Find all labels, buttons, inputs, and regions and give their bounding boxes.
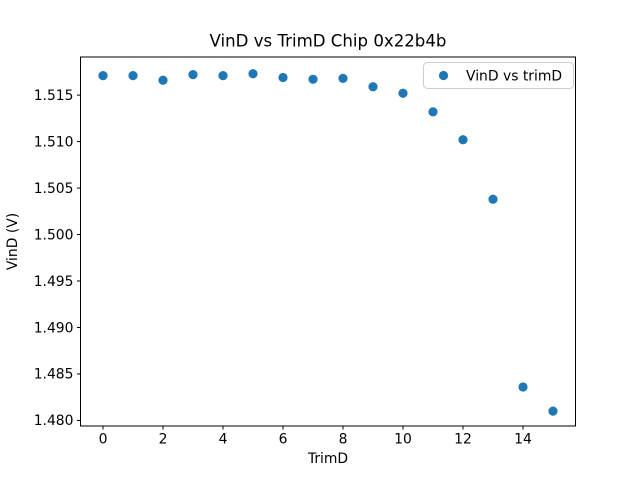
- y-tick-label: 1.505: [34, 181, 74, 197]
- data-point: [518, 382, 528, 392]
- y-axis-label: VinD (V): [5, 213, 21, 270]
- y-tick-label: 1.510: [34, 134, 74, 150]
- chart-title: VinD vs TrimD Chip 0x22b4b: [210, 32, 447, 51]
- legend: VinD vs trimD: [423, 62, 574, 89]
- data-point: [398, 88, 408, 98]
- x-tick-label: 0: [99, 432, 108, 448]
- legend-box: [423, 62, 574, 89]
- data-point: [188, 70, 198, 80]
- x-axis-ticks: 0 2 4 6 8 10 12 14: [99, 426, 532, 448]
- y-tick-label: 1.515: [34, 88, 74, 104]
- legend-marker-icon: [438, 70, 449, 81]
- y-axis-ticks: 1.480 1.485 1.490 1.495 1.500 1.505 1.510 1.515: [34, 88, 81, 429]
- x-tick-label: 2: [159, 432, 168, 448]
- data-point: [158, 75, 168, 85]
- data-point: [278, 72, 288, 83]
- x-tick-label: 6: [279, 432, 288, 448]
- y-tick-label: 1.480: [34, 413, 74, 429]
- y-tick-label: 1.485: [34, 367, 74, 383]
- data-point: [458, 135, 468, 145]
- data-point: [218, 70, 228, 81]
- data-point: [368, 82, 378, 92]
- y-tick-label: 1.500: [34, 227, 74, 243]
- plot-area: [80, 56, 576, 427]
- data-point: [248, 69, 258, 79]
- legend-entry-label: VinD vs trimD: [466, 69, 562, 85]
- data-point: [428, 107, 438, 117]
- x-tick-label: 8: [339, 432, 348, 448]
- data-point: [488, 194, 498, 204]
- data-point: [548, 406, 558, 416]
- data-point: [98, 70, 108, 81]
- scatter-points: [98, 69, 558, 416]
- x-tick-label: 4: [219, 432, 228, 448]
- x-tick-label: 12: [454, 432, 472, 448]
- x-tick-label: 14: [514, 432, 532, 448]
- data-point: [128, 70, 138, 81]
- data-point: [308, 74, 318, 84]
- x-tick-label: 10: [394, 432, 412, 448]
- y-tick-label: 1.490: [34, 320, 74, 336]
- data-point: [338, 73, 348, 83]
- y-tick-label: 1.495: [34, 274, 74, 290]
- x-axis-label: TrimD: [307, 451, 348, 467]
